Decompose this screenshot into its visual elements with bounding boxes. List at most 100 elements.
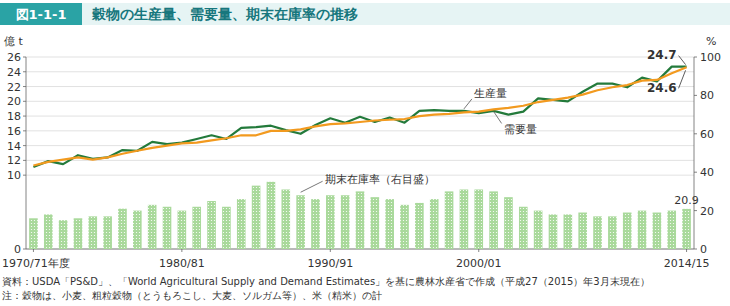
data-label: 24.6 (647, 81, 677, 95)
y-tick-label: 20 (7, 95, 21, 108)
bar (549, 214, 558, 249)
y-tick-label: 14 (7, 140, 21, 153)
x-tick-label: 2014/15 (664, 257, 710, 270)
y-tick (23, 130, 26, 131)
x-tick-label: 1990/91 (307, 257, 353, 270)
label-arrow (679, 56, 686, 65)
bar (44, 214, 53, 249)
bar (207, 201, 216, 249)
bar (519, 207, 528, 249)
bar (415, 203, 424, 249)
y2-tick (694, 249, 697, 250)
data-label: 20.9 (674, 194, 699, 207)
bar (163, 207, 172, 249)
y2-tick (694, 57, 697, 58)
bar (237, 199, 246, 249)
y-tick-label: 22 (7, 81, 21, 94)
title: 穀物の生産量、需要量、期末在庫率の推移 (91, 6, 358, 22)
y2-tick (694, 172, 697, 173)
y-tick-label: 0 (14, 243, 21, 256)
y2-tick (694, 210, 697, 211)
bar (133, 211, 142, 249)
y2-tick-label: 60 (700, 128, 714, 141)
x-tick-label: 1970/71年度 (2, 257, 70, 270)
x-tick (686, 249, 687, 252)
x-tick (330, 249, 331, 252)
x-tick (33, 249, 34, 252)
y-axis-label: 億 t (4, 35, 23, 48)
bar (222, 207, 231, 249)
bar (445, 191, 454, 249)
grid-line (26, 101, 694, 102)
grid-line (26, 130, 694, 131)
y-tick-label: 24 (7, 66, 21, 79)
grid-line (26, 71, 694, 72)
bar (148, 205, 157, 249)
y-axis (26, 57, 27, 249)
y2-tick-label: 40 (700, 166, 714, 179)
y-tick-label: 10 (7, 169, 21, 182)
bar (88, 216, 97, 249)
callout-line (494, 111, 502, 123)
bar (578, 213, 587, 249)
bar (74, 218, 83, 249)
y-tick (23, 249, 26, 250)
bar (504, 197, 513, 249)
grid-line (26, 145, 694, 146)
grid-line (26, 160, 694, 161)
bar (118, 209, 127, 249)
bar (29, 218, 38, 249)
callout-line (464, 99, 472, 109)
data-label: 24.7 (647, 48, 677, 62)
y2-tick-label: 100 (700, 51, 721, 64)
bar (623, 213, 632, 249)
bar (474, 189, 483, 249)
bar (430, 199, 439, 249)
grid-line (26, 57, 694, 58)
y-tick (23, 86, 26, 87)
y-tick-label: 16 (7, 125, 21, 138)
note: 注：穀物は、小麦、粗粒穀物（とうもろこし、大麦、ソルガム等）、米（精米）の計 (2, 290, 382, 301)
x-tick-label: 1980/81 (159, 257, 205, 270)
y-tick-label: 12 (7, 154, 21, 167)
bar (400, 205, 409, 249)
bar (341, 195, 350, 249)
bar (460, 189, 469, 249)
y-tick (23, 71, 26, 72)
bar (667, 211, 676, 249)
y2-axis (694, 57, 695, 249)
bar (371, 197, 380, 249)
y2-axis-label: % (706, 35, 716, 48)
bar (267, 182, 276, 249)
y-tick (23, 116, 26, 117)
bar (281, 189, 290, 249)
bar (59, 220, 68, 249)
y2-tick-label: 0 (700, 243, 707, 256)
header-label-bg (0, 3, 82, 25)
callout-line (301, 181, 323, 192)
y-tick (23, 175, 26, 176)
y2-tick (694, 95, 697, 96)
line (33, 67, 686, 165)
labels: 24.7生産量24.6需要量20.9期末在庫率（右目盛） (301, 48, 699, 207)
bar (103, 216, 112, 249)
bar (608, 216, 617, 249)
bar (296, 195, 305, 249)
series-name: 需要量 (504, 123, 537, 136)
y-tick-label: 18 (7, 110, 21, 123)
figure-label: 図1-1-1 (16, 7, 67, 22)
y-tick (23, 101, 26, 102)
x-tick (181, 249, 182, 252)
bar (489, 191, 498, 249)
bar (326, 195, 335, 249)
bar (653, 213, 662, 249)
bar (178, 211, 187, 249)
series-name: 期末在庫率（右目盛） (325, 173, 435, 186)
bar (534, 211, 543, 249)
line (33, 67, 686, 167)
y-tick (23, 160, 26, 161)
chart: 図1-1-1穀物の生産量、需要量、期末在庫率の推移010121416182022… (0, 0, 730, 306)
bar (638, 211, 647, 249)
bar (192, 207, 201, 249)
header-bg (0, 3, 730, 25)
